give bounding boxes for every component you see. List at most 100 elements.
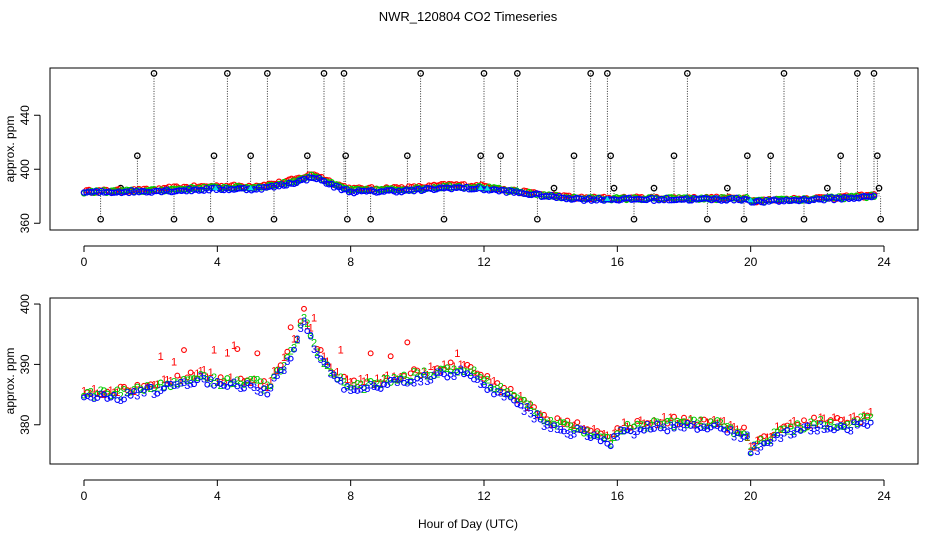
series-1-glyph: 1: [331, 369, 337, 381]
x-tick-label: 0: [81, 255, 88, 269]
series-2-glyph: 2: [644, 423, 650, 435]
panel-top-marks: [80, 70, 885, 223]
series-2-point: [284, 354, 291, 360]
series-2-glyph: 2: [211, 372, 217, 384]
series-2-glyph: 2: [88, 387, 94, 399]
series-1-glyph: 1: [824, 418, 830, 430]
series-2-glyph: 2: [568, 421, 574, 433]
series-1-glyph: 1: [654, 419, 660, 431]
series-1-glyph: 1: [338, 345, 344, 357]
series-2-point: [237, 380, 244, 387]
series-1-glyph: 1: [194, 368, 200, 380]
series-3-point: [227, 380, 234, 387]
series-3-point: [611, 433, 617, 439]
series-2-glyph: 2: [734, 427, 740, 439]
series-1-glyph: 1: [791, 416, 797, 428]
series-1-point: [707, 418, 714, 424]
series-1-glyph: 1: [441, 359, 447, 371]
series-2-glyph: 2: [381, 374, 387, 386]
series-1-point: [531, 404, 537, 410]
series-2-point: [204, 375, 211, 382]
series-1-glyph: 1: [334, 367, 340, 379]
series-3-point: [561, 428, 567, 435]
series-2-glyph: 2: [364, 377, 370, 389]
series-3-glyph: 3: [371, 381, 377, 393]
panel-bottom-ylabel: approx. ppm: [3, 348, 17, 415]
series-2-point: [837, 422, 844, 429]
series-2-point: [491, 386, 497, 393]
outlier-point: [650, 184, 658, 192]
series-2-point: [804, 424, 811, 431]
series-2-glyph: 2: [708, 417, 714, 429]
series-2-glyph: 2: [464, 367, 470, 379]
series-2-glyph: 2: [154, 383, 160, 395]
outlier-point: [170, 215, 178, 223]
series-3-glyph: 3: [634, 426, 640, 438]
series-2-glyph: 2: [98, 385, 104, 397]
series-2-glyph: 2: [608, 439, 614, 451]
series-2-glyph: 2: [428, 371, 434, 383]
series-3-point: [384, 382, 391, 389]
series-1-point: [411, 366, 417, 373]
series-1-point: [184, 374, 191, 381]
series-3-glyph: 3: [531, 414, 537, 426]
series-1-glyph: 1: [624, 421, 630, 433]
series-2-glyph: 2: [138, 384, 144, 396]
series-3-point: [147, 383, 154, 390]
series-1-glyph: 1: [524, 402, 530, 414]
series-1-glyph: 1: [768, 432, 774, 444]
series-3-glyph: 3: [521, 406, 527, 418]
series-2-glyph: 2: [501, 387, 507, 399]
series-2-point: [317, 355, 324, 362]
series-3-point: [624, 427, 631, 434]
flag-point: [247, 185, 254, 191]
series-3-glyph: 3: [781, 427, 787, 439]
series-2-point: [794, 420, 801, 427]
series-3-glyph: 3: [368, 379, 374, 391]
series-1-point: [287, 324, 294, 331]
series-1-glyph: 1: [661, 412, 667, 424]
series-2-point: [347, 384, 354, 391]
series-2-point: [811, 420, 817, 427]
outlier-point: [780, 70, 788, 77]
series-1-glyph: 1: [821, 413, 827, 425]
series-3-point: [857, 420, 864, 427]
series-1-glyph: 1: [214, 377, 220, 389]
outlier-point: [133, 152, 141, 160]
series-2-point: [534, 409, 541, 416]
series-1-point: [811, 414, 817, 421]
series-1-glyph: 1: [281, 352, 287, 364]
series-3-point: [774, 432, 781, 438]
series-3-glyph: 3: [554, 424, 560, 436]
series-3-point: [827, 425, 834, 432]
outlier-point: [603, 70, 611, 77]
series-3-point: [761, 440, 767, 447]
series-2-glyph: 2: [221, 377, 227, 389]
series-1-glyph: 1: [744, 432, 750, 444]
series-3-glyph: 3: [431, 370, 437, 382]
series-1-point: [174, 372, 181, 379]
series-3-glyph: 3: [424, 376, 430, 388]
series-1-point: [471, 369, 477, 376]
series-3-glyph: 3: [821, 424, 827, 436]
series-1-glyph: 1: [144, 382, 150, 394]
series-3-glyph: 3: [621, 426, 627, 438]
series-2-glyph: 2: [584, 426, 590, 438]
series-2-glyph: 2: [188, 374, 194, 386]
series-1-glyph: 1: [724, 424, 730, 436]
series-3-glyph: 3: [854, 419, 860, 431]
series-1-point: [801, 417, 807, 424]
series-2-glyph: 2: [688, 415, 694, 427]
series-1-point: [84, 389, 91, 396]
series-1-point: [341, 373, 347, 380]
series-2-point: [431, 373, 437, 380]
series-1-glyph: 1: [461, 359, 467, 371]
series-3-glyph: 3: [134, 391, 140, 403]
series-3-glyph: 3: [644, 419, 650, 431]
x-tick-label: 4: [214, 255, 221, 269]
series-2-point: [257, 378, 264, 385]
series-1-glyph: 1: [581, 424, 587, 436]
series-2-glyph: 2: [781, 424, 787, 436]
series-3-glyph: 3: [271, 373, 277, 385]
series-2-glyph: 2: [798, 423, 804, 435]
